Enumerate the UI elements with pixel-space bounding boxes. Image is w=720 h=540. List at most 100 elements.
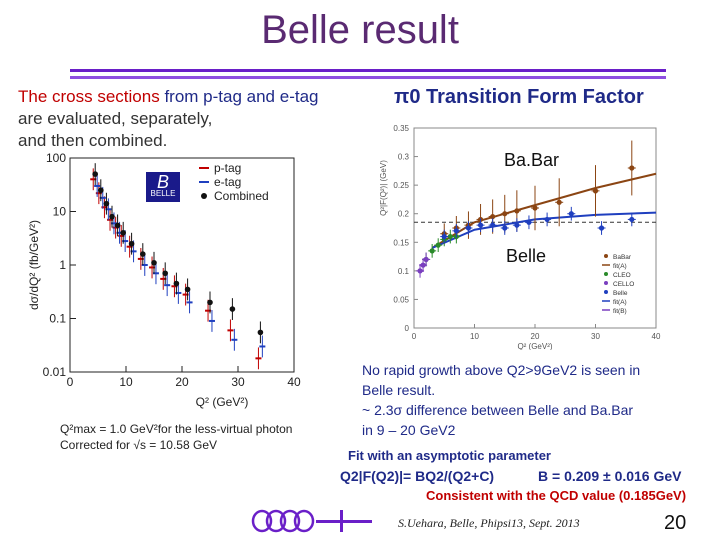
page-number: 20 [664, 512, 687, 534]
Belle-point [544, 216, 550, 223]
Combined-point [103, 200, 110, 207]
y-tick-label: 0.05 [393, 295, 409, 304]
CELLO-point [420, 262, 426, 268]
footer-rule [316, 520, 372, 523]
title-rule-2 [70, 76, 666, 79]
footer-decoration [251, 509, 372, 533]
tff-chart: 0 0.05 0.1 0.15 0.2 0.25 0.3 0.35 0 10 20 30 40 Q² (G… [379, 124, 661, 350]
y-tick-label: 0 [405, 324, 410, 333]
right-notes: No rapid growth above Q2>9GeV2 is seen i… [362, 360, 640, 440]
y-tick-label: 100 [46, 151, 66, 165]
note-bvalue: B = 0.209 ± 0.016 GeV [538, 468, 682, 484]
note-line1: No rapid growth above Q2>9GeV2 is seen i… [362, 362, 641, 378]
Belle-point [568, 211, 574, 217]
cross-section-chart: 0.01 0.1 1 10 100 0 10 20 30 40 Q² (GeV²) dσ/dQ² (f… [27, 151, 301, 409]
Combined-point [98, 187, 104, 194]
x-axis-label: Q² (GeV²) [196, 395, 249, 409]
belle-logo [146, 172, 180, 202]
Combined-point [92, 171, 98, 177]
legend-label: fit(A) [613, 263, 627, 270]
belle-logo-mark: B [157, 172, 169, 192]
x-tick-label: 40 [652, 332, 661, 341]
BaBar-fit-curve [431, 172, 657, 249]
y-tick-label: 0.01 [43, 365, 67, 379]
y-tick-label: 0.2 [398, 210, 410, 219]
x-tick-label: 0 [67, 375, 74, 389]
Combined-point [173, 280, 180, 287]
y-tick-label: 0.25 [393, 181, 409, 190]
CLEO-point [429, 248, 435, 254]
Combined-point [109, 213, 115, 220]
Combined-point [120, 229, 126, 236]
y-tick-label: 0.35 [393, 124, 409, 133]
legend-label: e-tag [214, 175, 241, 189]
Combined-point [184, 286, 191, 293]
ring-icon [293, 509, 315, 533]
note-formula: Q2|F(Q2)|= BQ2/(Q2+C) [340, 468, 495, 484]
Belle-point [598, 225, 605, 231]
Belle-fit-curve [431, 211, 657, 249]
note-consistent: Consistent with the QCD value (0.185GeV) [426, 488, 687, 503]
legend-marker [604, 272, 608, 276]
BaBar-point [629, 165, 635, 171]
Combined-point [162, 270, 168, 277]
annotation-babar: Ba.Bar [504, 150, 559, 170]
CLEO-point [447, 233, 453, 240]
y-tick-label: 10 [53, 205, 67, 219]
legend-label: Belle [613, 290, 628, 297]
x-tick-label: 40 [287, 375, 301, 389]
y-tick-label: 1 [59, 258, 66, 272]
legend-label: Combined [214, 189, 269, 203]
title-rule-1 [70, 69, 666, 72]
Combined-point [114, 222, 121, 229]
note-fit: Fit with an asymptotic parameter [348, 448, 551, 463]
right-header: π0 Transition Form Factor [394, 86, 644, 108]
Belle-point [526, 219, 532, 225]
x-tick-label: 20 [531, 332, 540, 341]
tff-legend: BaBar fit(A) CLEO CELLO Belle fit(A) fit(B) [602, 254, 634, 315]
ring-icon [251, 509, 273, 533]
cross-section-axes: 0.01 0.1 1 10 100 0 10 20 30 40 Q² (GeV²) dσ/dQ² (f… [27, 151, 301, 409]
legend-label: CELLO [613, 281, 634, 288]
x-tick-label: 10 [119, 375, 133, 389]
ring-icon [279, 509, 301, 533]
legend-label: fit(A) [613, 299, 627, 306]
y-tick-label: 0.15 [393, 238, 409, 247]
Combined-point [151, 259, 157, 266]
y-tick-label: 0.1 [49, 312, 66, 326]
legend-marker [604, 290, 608, 294]
x-axis-label: Q² (GeV²) [517, 342, 552, 350]
Combined-point [128, 240, 135, 247]
page-title: Belle result [261, 8, 459, 52]
CLEO-point [435, 242, 441, 248]
BaBar-point [502, 211, 508, 217]
tff-marks: Ba.Bar Belle [416, 140, 657, 278]
Combined-point [257, 329, 264, 336]
CELLO-point [423, 256, 429, 263]
Belle-point [629, 216, 635, 223]
note-line4: in 9 – 20 GeV2 [362, 422, 456, 438]
note-q2max: Q²max = 1.0 GeV²for the less-virtual pho… [60, 422, 293, 436]
legend-marker [604, 281, 608, 285]
belle-logo-text: BELLE [151, 189, 176, 198]
legend-label: fit(B) [613, 308, 627, 315]
ring-icon [265, 509, 287, 533]
Belle-point [465, 225, 472, 231]
x-tick-label: 20 [175, 375, 189, 389]
tff-axes: 0 0.05 0.1 0.15 0.2 0.25 0.3 0.35 0 10 20 30 40 Q² (G… [379, 124, 661, 350]
footer-bar [340, 510, 343, 532]
y-tick-label: 0.3 [398, 153, 410, 162]
BaBar-point [514, 208, 520, 214]
left-header: The cross sections from p-tag and e-tag … [18, 86, 318, 152]
note-line2: Belle result. [362, 382, 436, 398]
BaBar-point [556, 199, 562, 205]
left-header-part1: The cross sections [18, 87, 165, 106]
y-axis-label: Q²|F(Q²)| (GeV) [379, 160, 388, 216]
annotation-belle: Belle [506, 246, 546, 266]
CELLO-point [417, 268, 423, 274]
left-header-line3: and then combined. [18, 131, 168, 150]
Belle-point [477, 222, 484, 228]
legend-label: BaBar [613, 254, 632, 261]
BaBar-point [532, 205, 538, 211]
x-tick-label: 30 [231, 375, 245, 389]
